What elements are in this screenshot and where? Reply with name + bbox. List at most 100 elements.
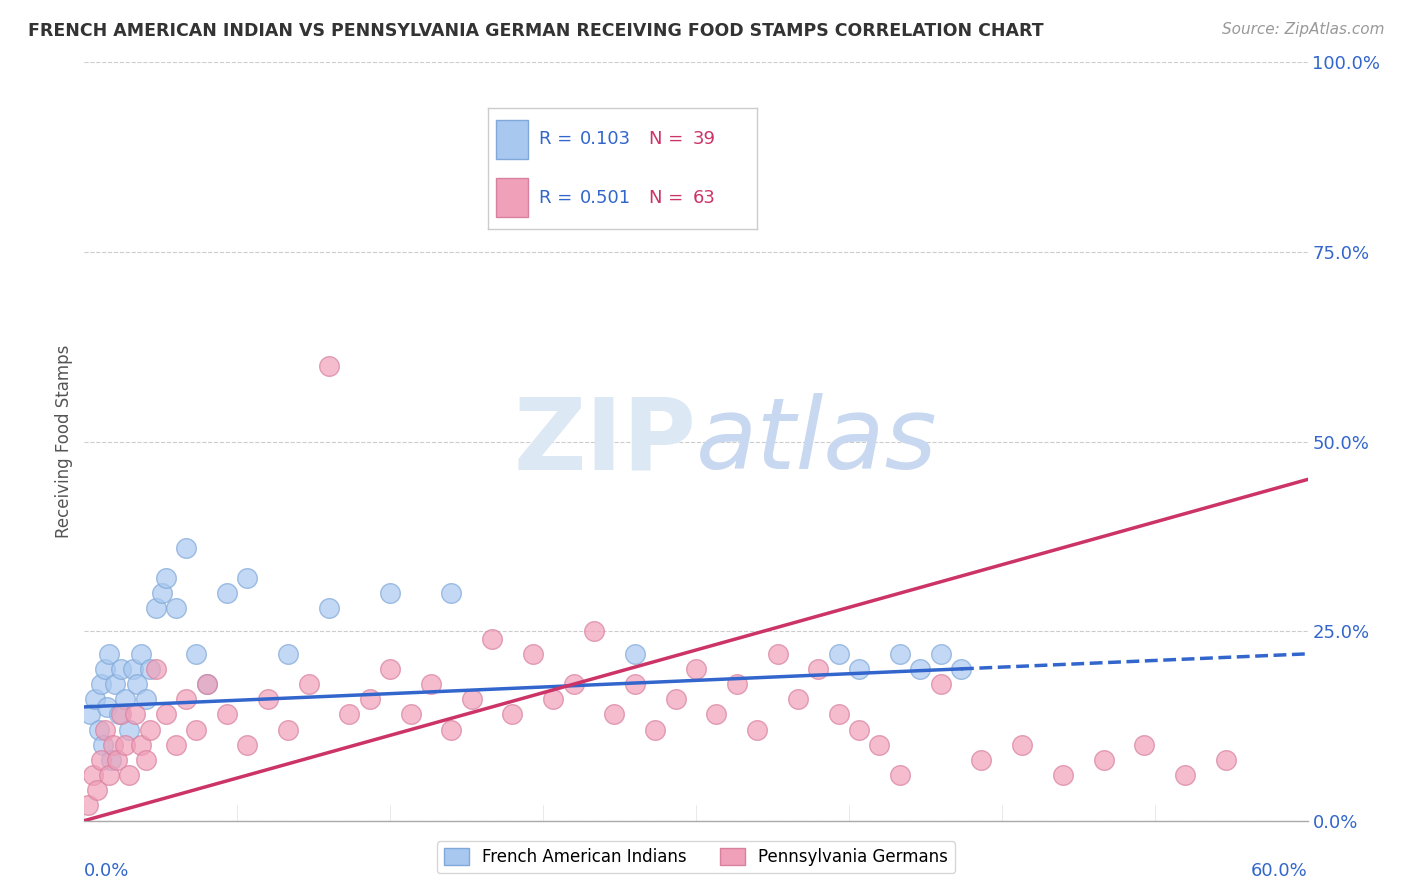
- Point: [150, 586, 173, 600]
- Point: [828, 707, 851, 722]
- Point: [77, 798, 100, 813]
- Point: [217, 586, 239, 600]
- Point: [174, 692, 197, 706]
- Point: [787, 692, 810, 706]
- Text: 0.0%: 0.0%: [84, 863, 129, 880]
- Point: [1133, 738, 1156, 752]
- Point: [277, 723, 299, 737]
- Point: [87, 723, 110, 737]
- Point: [114, 692, 136, 706]
- Point: [624, 677, 647, 691]
- Point: [110, 662, 132, 676]
- Point: [1052, 768, 1074, 782]
- Point: [318, 601, 340, 615]
- Point: [93, 662, 115, 676]
- Text: FRENCH AMERICAN INDIAN VS PENNSYLVANIA GERMAN RECEIVING FOOD STAMPS CORRELATION : FRENCH AMERICAN INDIAN VS PENNSYLVANIA G…: [28, 22, 1043, 40]
- Point: [848, 723, 870, 737]
- Point: [440, 586, 463, 600]
- Point: [122, 662, 145, 676]
- Point: [929, 677, 952, 691]
- Point: [138, 662, 160, 676]
- Point: [685, 662, 707, 676]
- Point: [104, 677, 127, 691]
- Point: [138, 723, 160, 737]
- Point: [318, 359, 340, 373]
- Point: [118, 768, 141, 782]
- Point: [380, 662, 402, 676]
- Point: [869, 738, 891, 752]
- Point: [502, 707, 524, 722]
- Point: [217, 707, 239, 722]
- Text: ZIP: ZIP: [513, 393, 696, 490]
- Point: [186, 647, 208, 661]
- Point: [1174, 768, 1197, 782]
- Point: [97, 768, 120, 782]
- Point: [100, 753, 122, 767]
- Point: [1092, 753, 1115, 767]
- Point: [165, 601, 187, 615]
- Point: [236, 571, 259, 585]
- Point: [135, 692, 157, 706]
- Point: [91, 738, 114, 752]
- Point: [665, 692, 688, 706]
- Point: [522, 647, 544, 661]
- Point: [277, 647, 299, 661]
- Point: [155, 571, 177, 585]
- Text: atlas: atlas: [696, 393, 938, 490]
- Point: [950, 662, 973, 676]
- Point: [105, 753, 128, 767]
- Point: [145, 662, 167, 676]
- Point: [155, 707, 177, 722]
- Point: [257, 692, 280, 706]
- Point: [706, 707, 728, 722]
- Point: [96, 699, 118, 714]
- Point: [90, 677, 112, 691]
- Point: [747, 723, 769, 737]
- Point: [929, 647, 952, 661]
- Point: [118, 723, 141, 737]
- Text: 60.0%: 60.0%: [1251, 863, 1308, 880]
- Point: [86, 783, 108, 797]
- Point: [624, 647, 647, 661]
- Point: [145, 601, 167, 615]
- Point: [481, 632, 503, 646]
- Point: [359, 692, 381, 706]
- Legend: French American Indians, Pennsylvania Germans: French American Indians, Pennsylvania Ge…: [437, 841, 955, 873]
- Point: [970, 753, 993, 767]
- Point: [461, 692, 484, 706]
- Point: [583, 624, 606, 639]
- Point: [83, 692, 105, 706]
- Point: [380, 586, 402, 600]
- Point: [1011, 738, 1033, 752]
- Point: [420, 677, 443, 691]
- Point: [79, 707, 101, 722]
- Point: [543, 692, 565, 706]
- Point: [186, 723, 208, 737]
- Point: [131, 738, 153, 752]
- Point: [298, 677, 321, 691]
- Point: [399, 707, 422, 722]
- Point: [97, 647, 120, 661]
- Point: [339, 707, 361, 722]
- Point: [910, 662, 932, 676]
- Point: [603, 707, 626, 722]
- Point: [195, 677, 218, 691]
- Text: Source: ZipAtlas.com: Source: ZipAtlas.com: [1222, 22, 1385, 37]
- Point: [644, 723, 666, 737]
- Point: [807, 662, 830, 676]
- Point: [174, 541, 197, 555]
- Point: [889, 768, 911, 782]
- Y-axis label: Receiving Food Stamps: Receiving Food Stamps: [55, 345, 73, 538]
- Point: [848, 662, 870, 676]
- Point: [195, 677, 218, 691]
- Point: [93, 723, 115, 737]
- Point: [101, 738, 124, 752]
- Point: [82, 768, 104, 782]
- Point: [124, 707, 146, 722]
- Point: [889, 647, 911, 661]
- Point: [127, 677, 149, 691]
- Point: [90, 753, 112, 767]
- Point: [828, 647, 851, 661]
- Point: [165, 738, 187, 752]
- Point: [135, 753, 157, 767]
